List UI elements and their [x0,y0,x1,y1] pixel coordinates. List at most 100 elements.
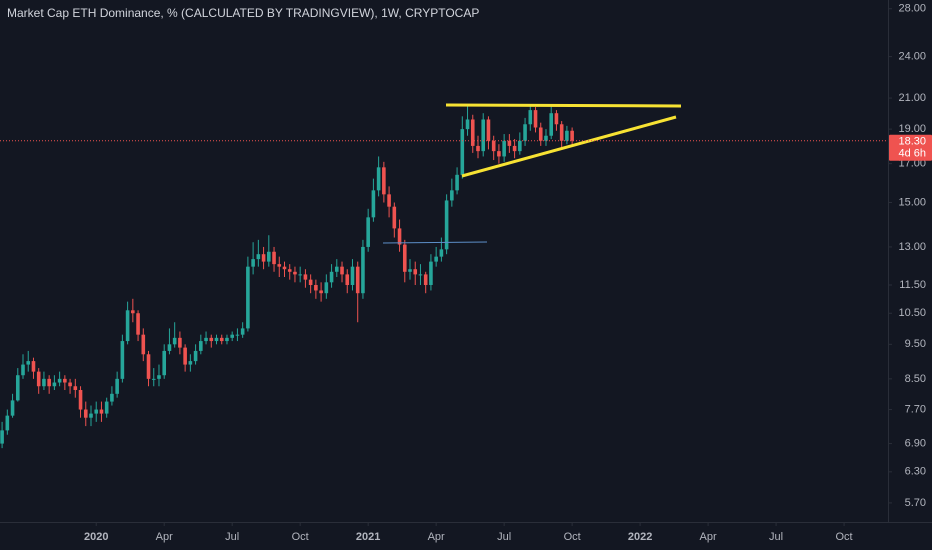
candle-body [209,337,214,342]
x-tick-label: Apr [156,531,173,543]
x-tick-label: Oct [292,531,309,543]
candle-body [319,290,323,294]
candle-body [497,151,501,157]
candle-body [512,145,517,152]
candle-body [554,113,559,125]
candle-body [42,378,46,387]
candle-body [31,361,36,372]
candle-body [15,375,20,401]
candle-body [10,400,15,416]
candle-body [303,274,308,280]
candle-body [476,145,480,152]
candle-body [246,266,250,329]
candle-body [533,110,538,128]
candle-body [151,378,156,380]
candle-body [178,337,182,348]
candle-body [261,254,266,262]
y-tick-label: 15.00 [898,196,926,208]
y-tick-label: 9.50 [905,338,926,350]
candle-body [570,130,574,141]
candle-body [146,354,151,379]
x-tick-label: 2022 [628,531,652,543]
candle-body [397,228,402,245]
candle-body [0,430,4,444]
candle-body [350,266,355,286]
candle-body [267,251,271,262]
candle-body [455,174,459,191]
candle-body [429,261,433,286]
x-tick-label: Oct [836,531,853,543]
x-tick-label: 2021 [356,531,380,543]
candle-body [73,386,78,391]
candle-body [214,337,219,342]
y-tick-label: 24.00 [898,51,926,63]
candle-body [157,375,161,379]
x-tick-label: Apr [428,531,445,543]
candle-body [298,274,302,276]
candle-body [167,344,172,351]
candle-body [402,244,407,272]
candle-body [549,113,554,136]
candle-body [277,264,282,267]
candle-body [131,310,135,314]
candle-body [502,140,506,157]
candle-body [68,382,72,387]
candle-body [282,266,287,270]
candle-body [444,200,449,250]
y-tick-label: 13.00 [898,241,926,253]
candle-body [470,119,475,146]
candle-body [340,266,344,275]
candle-body [559,124,564,141]
candle-body [256,254,261,260]
candle-body [544,135,548,141]
candle-body [387,194,391,207]
candle-body [225,337,229,342]
candle-body [110,393,114,402]
candle-body [162,350,167,376]
candle-body [219,337,224,342]
candle-body [136,313,140,335]
candle-body [355,266,360,294]
chart-title: Market Cap ETH Dominance, % (CALCULATED … [7,6,479,20]
candle-body [104,401,109,414]
candle-body [5,415,10,431]
candle-body [36,371,41,387]
y-tick-label: 8.50 [905,373,926,385]
drawn-level-line [382,241,488,244]
candle-body [334,266,339,272]
candle-body [439,249,444,257]
candle-body [204,337,208,342]
candle-body [120,341,125,379]
candle-body [57,378,62,383]
candle-body [115,378,119,394]
plot [0,104,574,449]
candle-body [345,274,350,286]
candle-body [83,409,88,418]
candle-body [507,140,512,146]
candle-body [240,328,245,335]
y-tick-label: 6.30 [905,466,926,478]
candle-body [188,361,193,365]
candle-body [230,334,234,338]
candle-body [293,271,297,275]
candle-body [183,347,187,365]
candle-body [324,282,329,294]
candle-body [423,274,428,286]
candle-body [78,390,83,410]
candle-body [518,140,522,152]
candle-body [523,124,527,141]
candle-body [94,409,99,414]
x-tick-label: Apr [700,531,717,543]
candle-body [450,190,454,201]
candle-body [434,256,438,262]
candle-body [193,350,198,362]
candle-body [408,269,412,272]
candle-body [172,337,177,345]
candle-body [361,246,365,294]
y-tick-label: 6.90 [905,437,926,449]
candle-body [141,334,146,355]
candle-body [308,279,313,286]
y-tick-label: 28.00 [898,3,926,15]
candle-body [418,274,423,276]
